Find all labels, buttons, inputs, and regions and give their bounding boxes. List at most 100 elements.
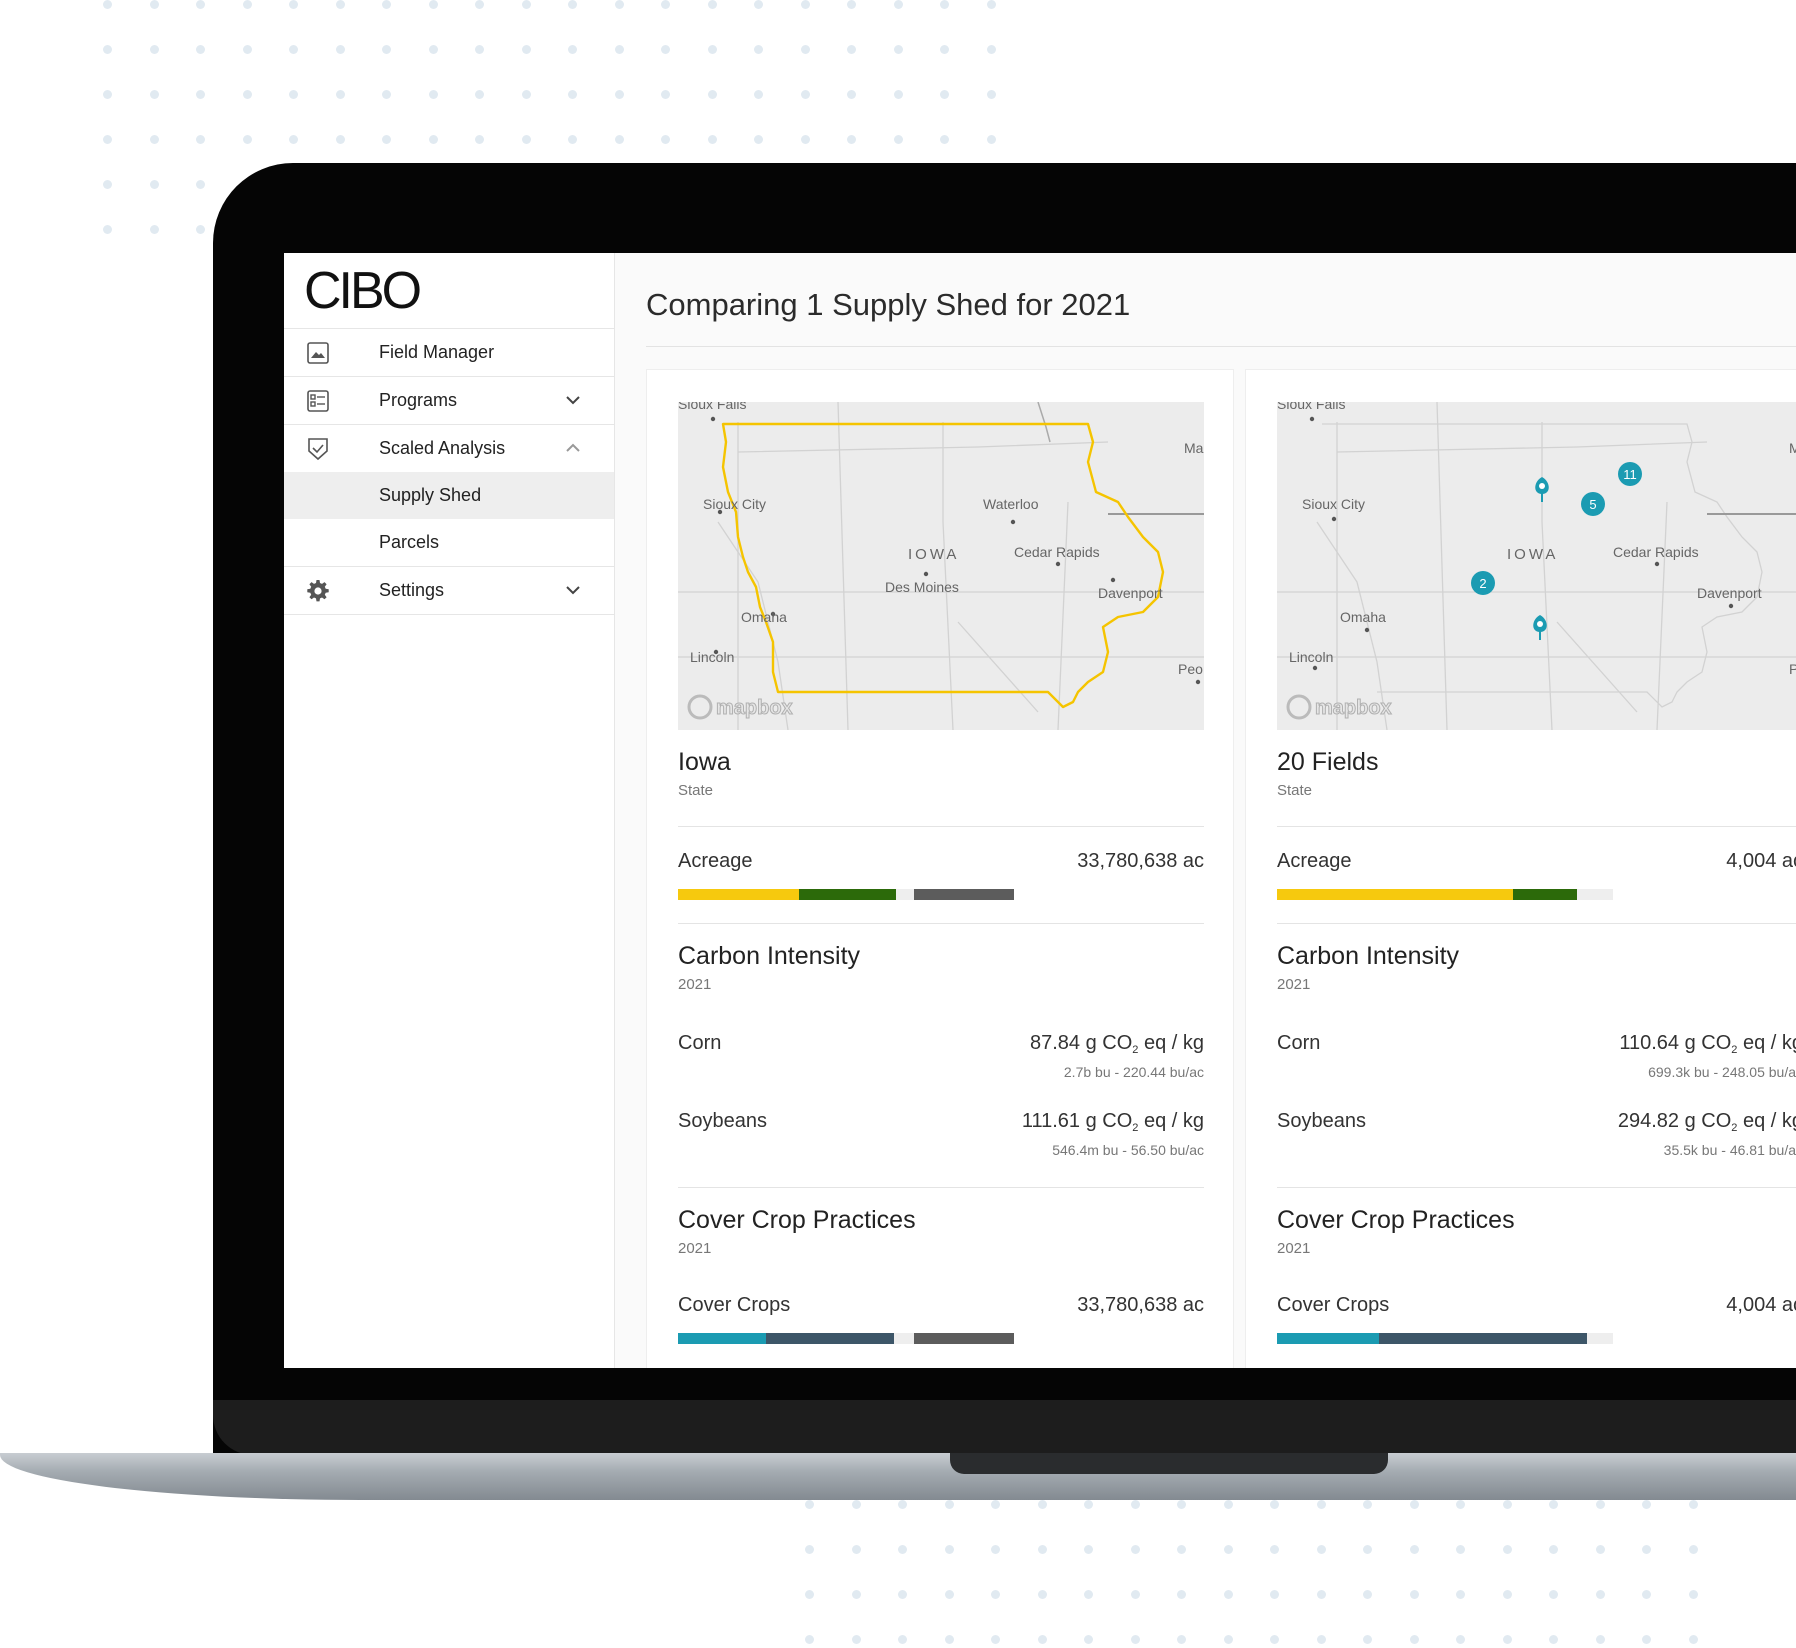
dot xyxy=(1409,1545,1419,1554)
acreage-label: Acreage xyxy=(1277,850,1352,872)
map-pin-icon[interactable] xyxy=(1533,615,1547,640)
list-icon xyxy=(307,390,329,412)
sidebar-subitem-supply-shed[interactable]: Supply Shed xyxy=(284,472,614,519)
corn-yield-detail: 2.7b bu - 220.44 bu/ac xyxy=(1063,1064,1204,1080)
dot xyxy=(707,90,717,99)
sidebar-subitem-parcels[interactable]: Parcels xyxy=(284,519,614,567)
dot xyxy=(382,135,391,144)
dot xyxy=(851,1500,861,1509)
sidebar-item-label: Field Manager xyxy=(379,342,495,362)
chevron-down-icon[interactable] xyxy=(564,581,582,599)
dot xyxy=(940,0,949,9)
dot xyxy=(242,45,252,54)
map-label-sioux-falls: Sioux Falls xyxy=(1277,402,1345,412)
dot xyxy=(289,45,298,54)
carbon-intensity-title: Carbon Intensity xyxy=(1277,942,1460,970)
dot xyxy=(289,135,298,144)
dot xyxy=(1316,1500,1326,1509)
map-view[interactable]: Sioux Falls Sioux City Waterloo IOWA Ced… xyxy=(678,402,1204,730)
dot xyxy=(1363,1590,1372,1599)
dot xyxy=(1084,1500,1093,1509)
map-view[interactable]: Sioux Falls Sioux City IOWA Cedar Rapids… xyxy=(1277,402,1796,730)
dot xyxy=(103,0,112,9)
cover-crop-year: 2021 xyxy=(678,1240,712,1257)
field-marker-11[interactable]: 11 xyxy=(1618,462,1642,486)
dot xyxy=(1270,1590,1279,1599)
dot xyxy=(893,135,903,144)
dot xyxy=(800,0,810,9)
dot xyxy=(1130,1635,1140,1644)
soybeans-yield-detail: 546.4m bu - 56.50 bu/ac xyxy=(1052,1142,1204,1158)
field-marker-2[interactable]: 2 xyxy=(1471,571,1495,595)
dot xyxy=(335,45,345,54)
dot xyxy=(103,45,112,54)
dot xyxy=(991,1500,1000,1509)
cover-bar-segment-slate xyxy=(766,1333,894,1344)
sidebar-item-label: Programs xyxy=(379,390,458,410)
divider xyxy=(1277,826,1796,827)
carbon-intensity-title: Carbon Intensity xyxy=(678,942,861,970)
dot xyxy=(521,0,531,9)
dot xyxy=(242,135,252,144)
acreage-value: 33,780,638 ac xyxy=(1077,850,1204,872)
dot xyxy=(893,90,903,99)
dot xyxy=(893,45,903,54)
mapbox-logo[interactable]: mapbox xyxy=(687,694,793,720)
dot xyxy=(986,0,996,9)
dot xyxy=(568,45,577,54)
sidebar: CIBO Field Manager Programs xyxy=(284,253,615,1368)
field-marker-5[interactable]: 5 xyxy=(1581,492,1605,516)
svg-text:11: 11 xyxy=(1623,467,1637,482)
map-label-m: M xyxy=(1789,440,1796,456)
dot xyxy=(661,45,670,54)
dot xyxy=(805,1500,814,1509)
dot xyxy=(1037,1590,1047,1599)
cover-crops-bar xyxy=(678,1333,1014,1344)
gear-icon xyxy=(307,580,329,602)
dot xyxy=(196,180,205,189)
logo[interactable]: CIBO xyxy=(284,253,614,329)
dot xyxy=(1270,1545,1279,1554)
map-label-lincoln: Lincoln xyxy=(1289,649,1333,665)
dot xyxy=(661,0,670,9)
dot xyxy=(196,90,205,99)
acreage-value: 4,004 ac xyxy=(1726,850,1796,872)
chevron-down-icon[interactable] xyxy=(564,391,582,409)
sidebar-item-programs[interactable]: Programs xyxy=(284,377,614,425)
dot xyxy=(475,135,484,144)
dot xyxy=(1595,1635,1605,1644)
acreage-bar xyxy=(678,889,1014,900)
dot xyxy=(335,135,345,144)
dot xyxy=(614,90,624,99)
dot xyxy=(1549,1500,1558,1509)
map-label-des-moines: Des Moines xyxy=(885,579,959,595)
soybeans-carbon-value: 111.61 g CO2 eq / kg xyxy=(1021,1110,1204,1134)
corn-carbon-value: 110.64 g CO2 eq / kg xyxy=(1619,1032,1796,1056)
map-pin-icon[interactable] xyxy=(1535,477,1549,502)
dot xyxy=(1084,1635,1093,1644)
cover-crop-year: 2021 xyxy=(1277,1240,1311,1257)
dot xyxy=(1502,1590,1512,1599)
acreage-bar-segment-track xyxy=(896,889,914,900)
dot xyxy=(800,135,810,144)
map-label-cedar-rapids: Cedar Rapids xyxy=(1613,544,1699,560)
dot xyxy=(754,90,763,99)
dot xyxy=(754,135,763,144)
dot xyxy=(1688,1545,1698,1554)
chevron-up-icon[interactable] xyxy=(564,439,582,457)
sidebar-item-label: Supply Shed xyxy=(379,485,482,505)
dot xyxy=(196,45,205,54)
laptop-base xyxy=(0,1453,1796,1500)
mapbox-logo[interactable]: mapbox xyxy=(1286,694,1392,720)
dot xyxy=(1223,1545,1233,1554)
dot xyxy=(1456,1590,1465,1599)
cover-bar-segment-track xyxy=(894,1333,914,1344)
dot xyxy=(1502,1545,1512,1554)
dot xyxy=(944,1590,954,1599)
dot xyxy=(1223,1500,1233,1509)
sidebar-item-scaled-analysis[interactable]: Scaled Analysis xyxy=(284,425,614,472)
dot xyxy=(149,90,159,99)
sidebar-item-field-manager[interactable]: Field Manager xyxy=(284,329,614,377)
dot xyxy=(1549,1545,1558,1554)
sidebar-item-settings[interactable]: Settings xyxy=(284,567,614,615)
